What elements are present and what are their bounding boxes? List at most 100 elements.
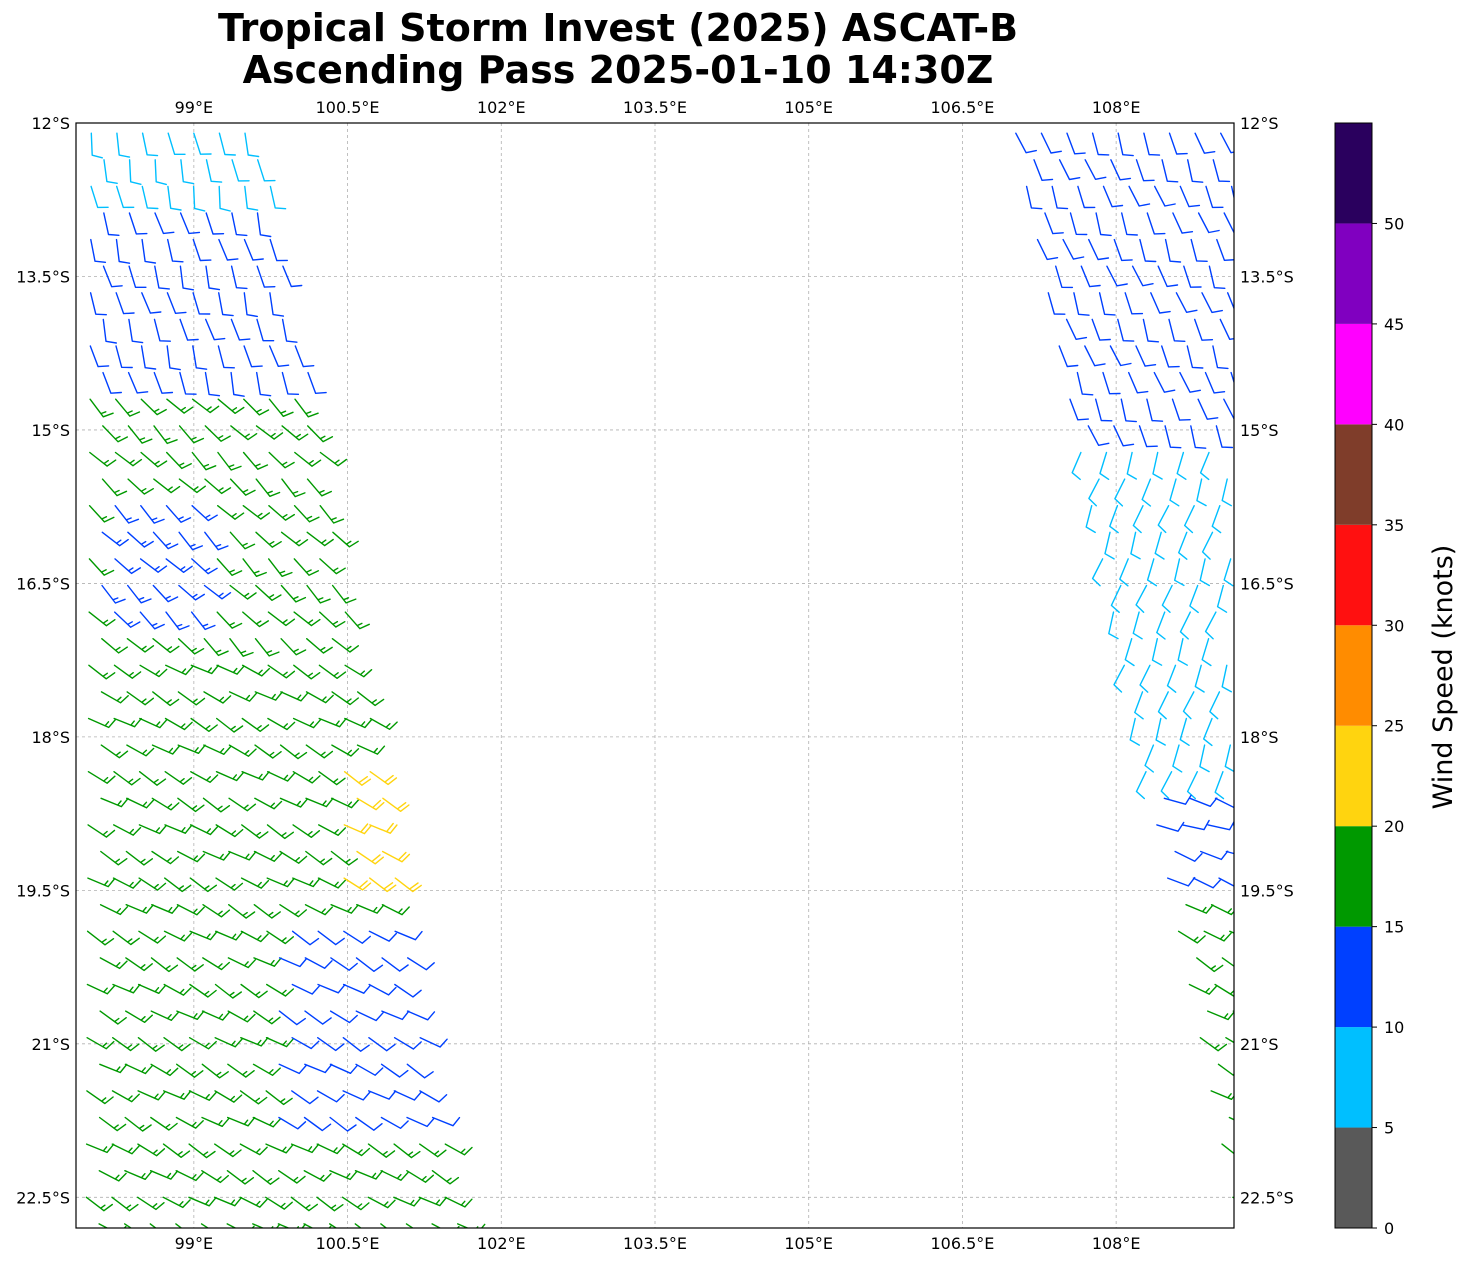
wind-barb: [331, 691, 359, 706]
wind-barb: [356, 850, 384, 865]
wind-barb: [265, 1037, 295, 1048]
wind-barb: [282, 265, 303, 288]
wind-barb: [1212, 159, 1231, 183]
wind-barb: [1135, 345, 1157, 367]
wind-barb: [242, 611, 269, 628]
colorbar-bin: [1335, 424, 1372, 525]
wind-barb: [254, 638, 280, 657]
wind-barb: [293, 611, 321, 627]
wind-barb: [1199, 744, 1210, 773]
wind-barb: [1073, 292, 1090, 316]
wind-barb: [216, 717, 244, 733]
wind-barb: [305, 850, 333, 866]
wind-barb: [179, 265, 195, 291]
lat-tick-label-left: 13.5°S: [16, 267, 70, 286]
wind-barb: [253, 904, 281, 919]
wind-barb: [176, 1010, 205, 1020]
wind-barb: [103, 159, 118, 184]
wind-barb: [230, 425, 258, 441]
wind-barb: [1095, 398, 1113, 422]
wind-barb: [1088, 478, 1100, 507]
wind-barb: [1108, 611, 1119, 640]
wind-barb: [1192, 877, 1221, 889]
wind-barb: [290, 1143, 320, 1154]
wind-barb: [267, 611, 296, 627]
wind-barb: [203, 638, 229, 657]
lat-tick-label-right: 15°S: [1240, 421, 1279, 440]
wind-barb: [290, 1196, 318, 1212]
wind-barb: [229, 584, 257, 600]
wind-barb: [319, 611, 346, 628]
wind-barb: [1176, 451, 1187, 480]
wind-barb: [87, 877, 116, 888]
wind-barb: [343, 877, 372, 891]
wind-barb: [343, 930, 371, 944]
wind-barb: [405, 1223, 414, 1228]
wind-barb: [88, 505, 115, 523]
wind-barb: [241, 664, 270, 677]
wind-barb: [217, 345, 235, 369]
wind-barb: [1084, 345, 1106, 367]
wind-barb: [1047, 292, 1066, 315]
wind-barb: [1182, 691, 1195, 720]
wind-barb: [331, 638, 359, 653]
wind-barb: [1194, 664, 1205, 693]
wind-barb: [267, 664, 296, 679]
wind-barb: [137, 1037, 165, 1052]
wind-barb: [177, 850, 206, 863]
wind-barb: [265, 1090, 293, 1106]
wind-barb: [1197, 212, 1220, 234]
wind-barb: [217, 505, 245, 520]
wind-barb: [1196, 478, 1207, 507]
wind-barb: [1208, 265, 1226, 289]
wind-barb: [252, 1170, 280, 1185]
wind-barb: [1223, 212, 1234, 234]
wind-barb: [203, 691, 232, 704]
wind-barb: [1058, 159, 1081, 181]
wind-barb: [1066, 132, 1086, 155]
wind-barb: [189, 877, 217, 893]
wind-barb: [202, 850, 231, 861]
lon-tick-label-bottom: 100.5°E: [316, 1234, 380, 1253]
wind-barb: [1233, 824, 1234, 826]
wind-barb: [149, 1223, 157, 1228]
wind-barb: [1135, 159, 1155, 182]
wind-barb: [163, 1090, 192, 1100]
wind-barb: [380, 1170, 409, 1181]
wind-barb: [153, 425, 178, 445]
wind-barb: [1154, 185, 1176, 207]
wind-barb: [192, 185, 206, 212]
wind-barb: [1113, 425, 1135, 447]
wind-barb: [151, 744, 181, 755]
wind-barb: [1117, 132, 1134, 157]
wind-barb: [240, 1037, 269, 1047]
wind-barb: [228, 904, 256, 919]
wind-barb: [1091, 318, 1111, 341]
wind-barb: [1071, 451, 1082, 481]
colorbar-tick-label: 5: [1384, 1119, 1394, 1138]
wind-barb: [1185, 904, 1214, 914]
wind-barb: [407, 957, 435, 971]
wind-barb: [344, 611, 370, 630]
wind-barb: [230, 371, 245, 397]
wind-barb: [265, 1196, 293, 1210]
wind-barb: [90, 132, 103, 159]
wind-barb: [177, 638, 205, 655]
wind-barb: [305, 691, 334, 704]
wind-barb: [344, 664, 373, 678]
wind-barb: [177, 691, 206, 706]
wind-barb: [317, 1037, 345, 1052]
wind-barb: [1091, 558, 1104, 587]
wind-barb: [243, 292, 258, 318]
wind-barb: [205, 159, 223, 183]
lon-tick-label-bottom: 108°E: [1092, 1234, 1141, 1253]
wind-barb: [137, 1090, 166, 1101]
wind-barb: [381, 850, 411, 863]
colorbar-bin: [1335, 625, 1372, 726]
wind-barb: [1152, 451, 1163, 480]
wind-barb: [98, 1116, 127, 1132]
wind-barb: [444, 1196, 473, 1208]
wind-barb: [128, 159, 142, 185]
wind-barb: [111, 1143, 140, 1155]
